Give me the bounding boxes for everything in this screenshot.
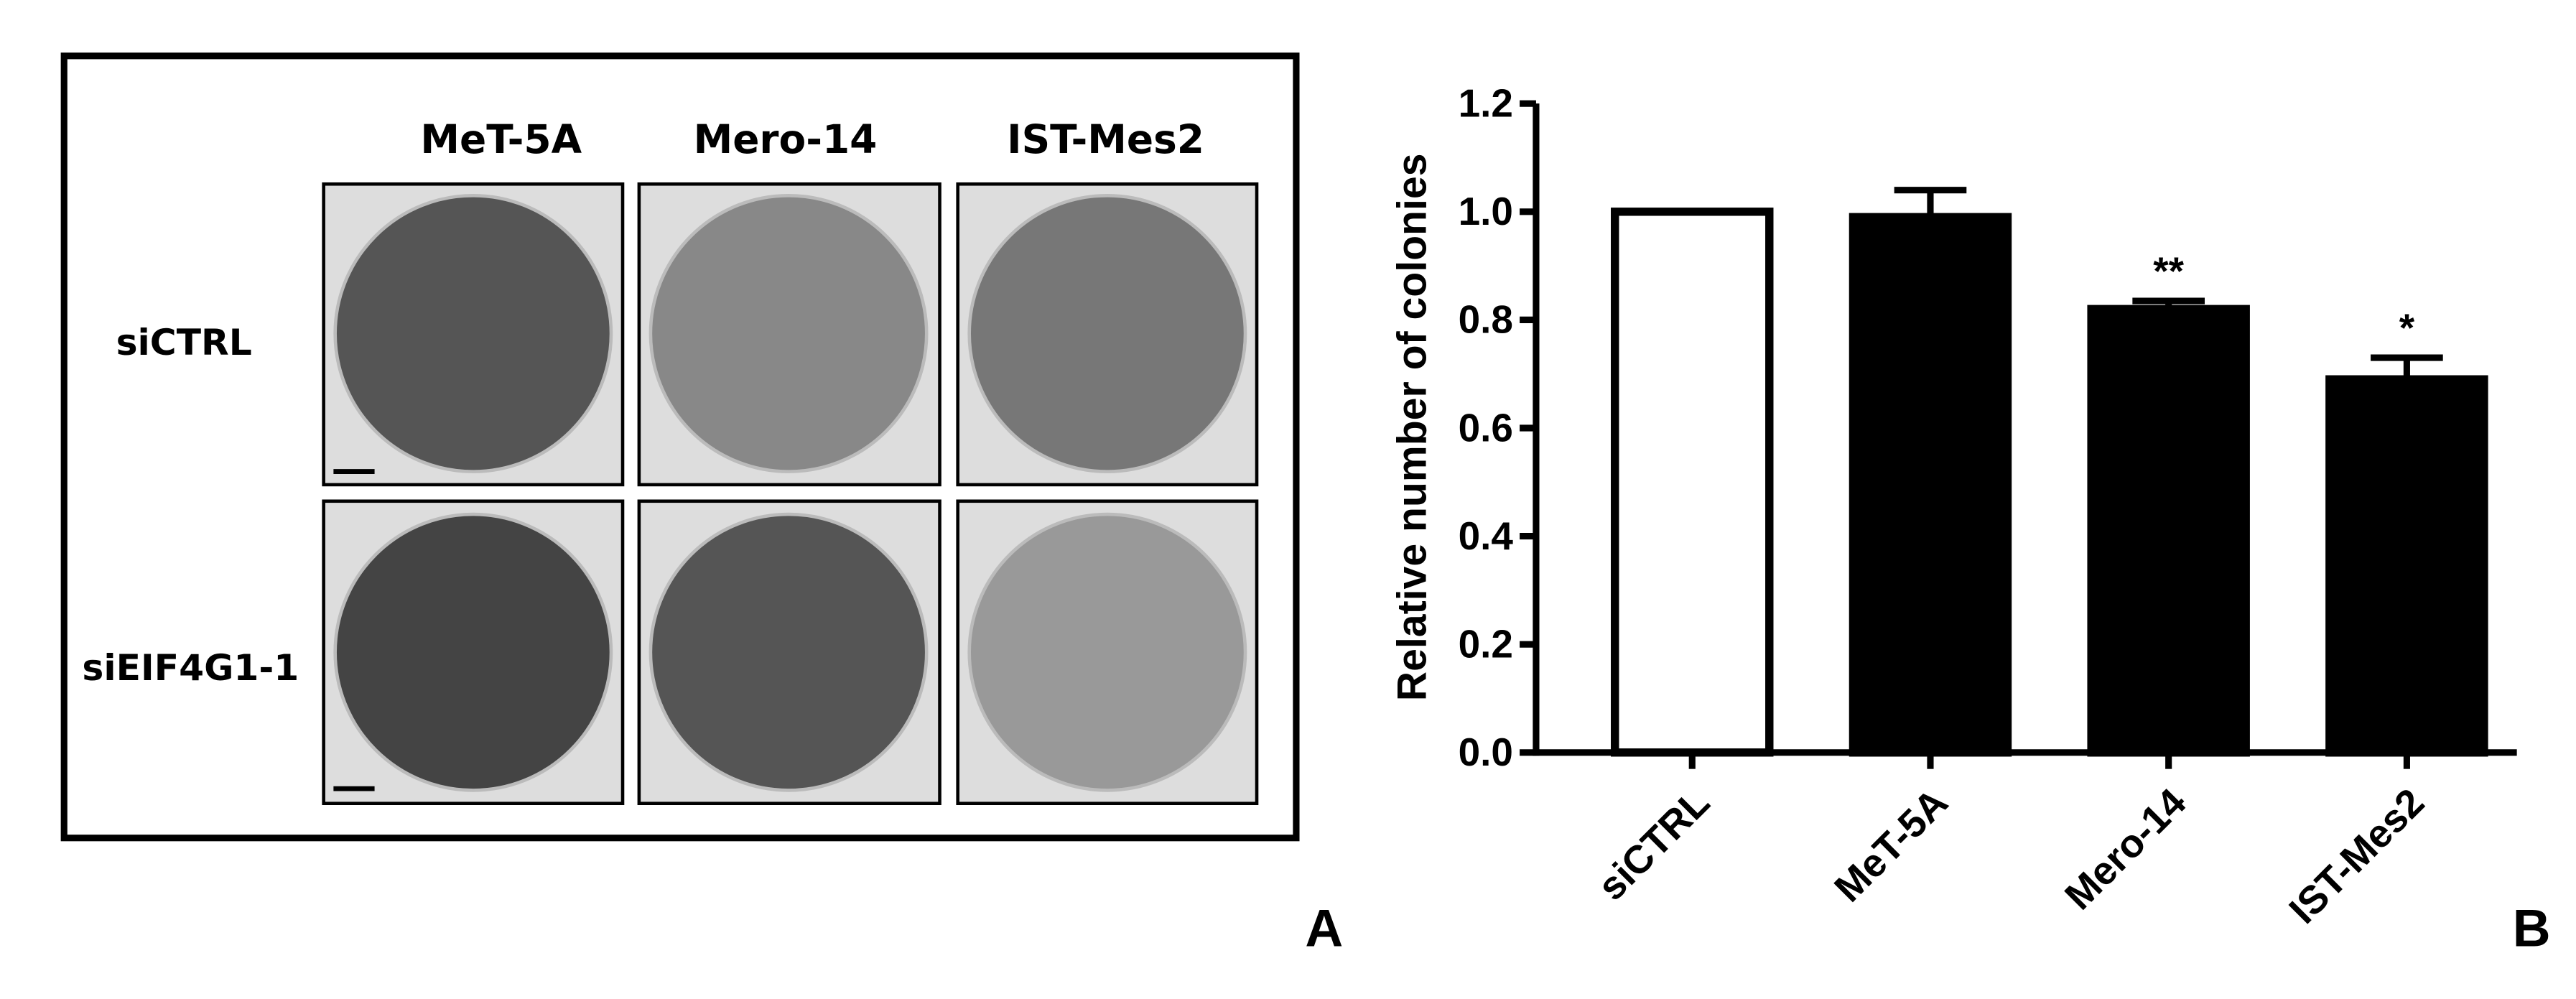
panel-label: A <box>1305 899 1343 958</box>
y-tick-label: 0.4 <box>1459 514 1514 558</box>
y-tick-label: 0.2 <box>1459 621 1513 666</box>
x-tick-label: MeT-5A <box>1826 780 1956 911</box>
x-tick-label: siCTRL <box>1589 780 1718 909</box>
y-tick-label: 0.6 <box>1459 405 1513 450</box>
bar <box>2087 305 2250 757</box>
y-tick-label: 0.0 <box>1459 730 1513 774</box>
x-tick-label: Mero-14 <box>2056 779 2195 918</box>
panel-label: B <box>2513 899 2551 958</box>
bar <box>1849 213 2012 757</box>
panel-frame <box>60 52 1300 842</box>
y-tick-label: 0.8 <box>1459 297 1513 342</box>
y-tick-label: 1.0 <box>1459 189 1513 233</box>
bar <box>2325 375 2488 757</box>
row-label: siEIF4G1-1 <box>82 646 299 689</box>
bar <box>1611 208 1774 757</box>
significance-label: * <box>2399 305 2415 350</box>
column-label: Mero-14 <box>694 116 878 162</box>
significance-label: ** <box>2153 248 2184 293</box>
column-label: IST-Mes2 <box>1007 116 1204 162</box>
x-tick-label: IST-Mes2 <box>2280 780 2432 932</box>
photo-grid <box>322 182 1259 805</box>
y-axis-label: Relative number of colonies <box>1390 154 1436 702</box>
row-label: siCTRL <box>116 321 252 363</box>
column-label: MeT-5A <box>420 116 582 162</box>
y-tick-label: 1.2 <box>1459 80 1513 125</box>
